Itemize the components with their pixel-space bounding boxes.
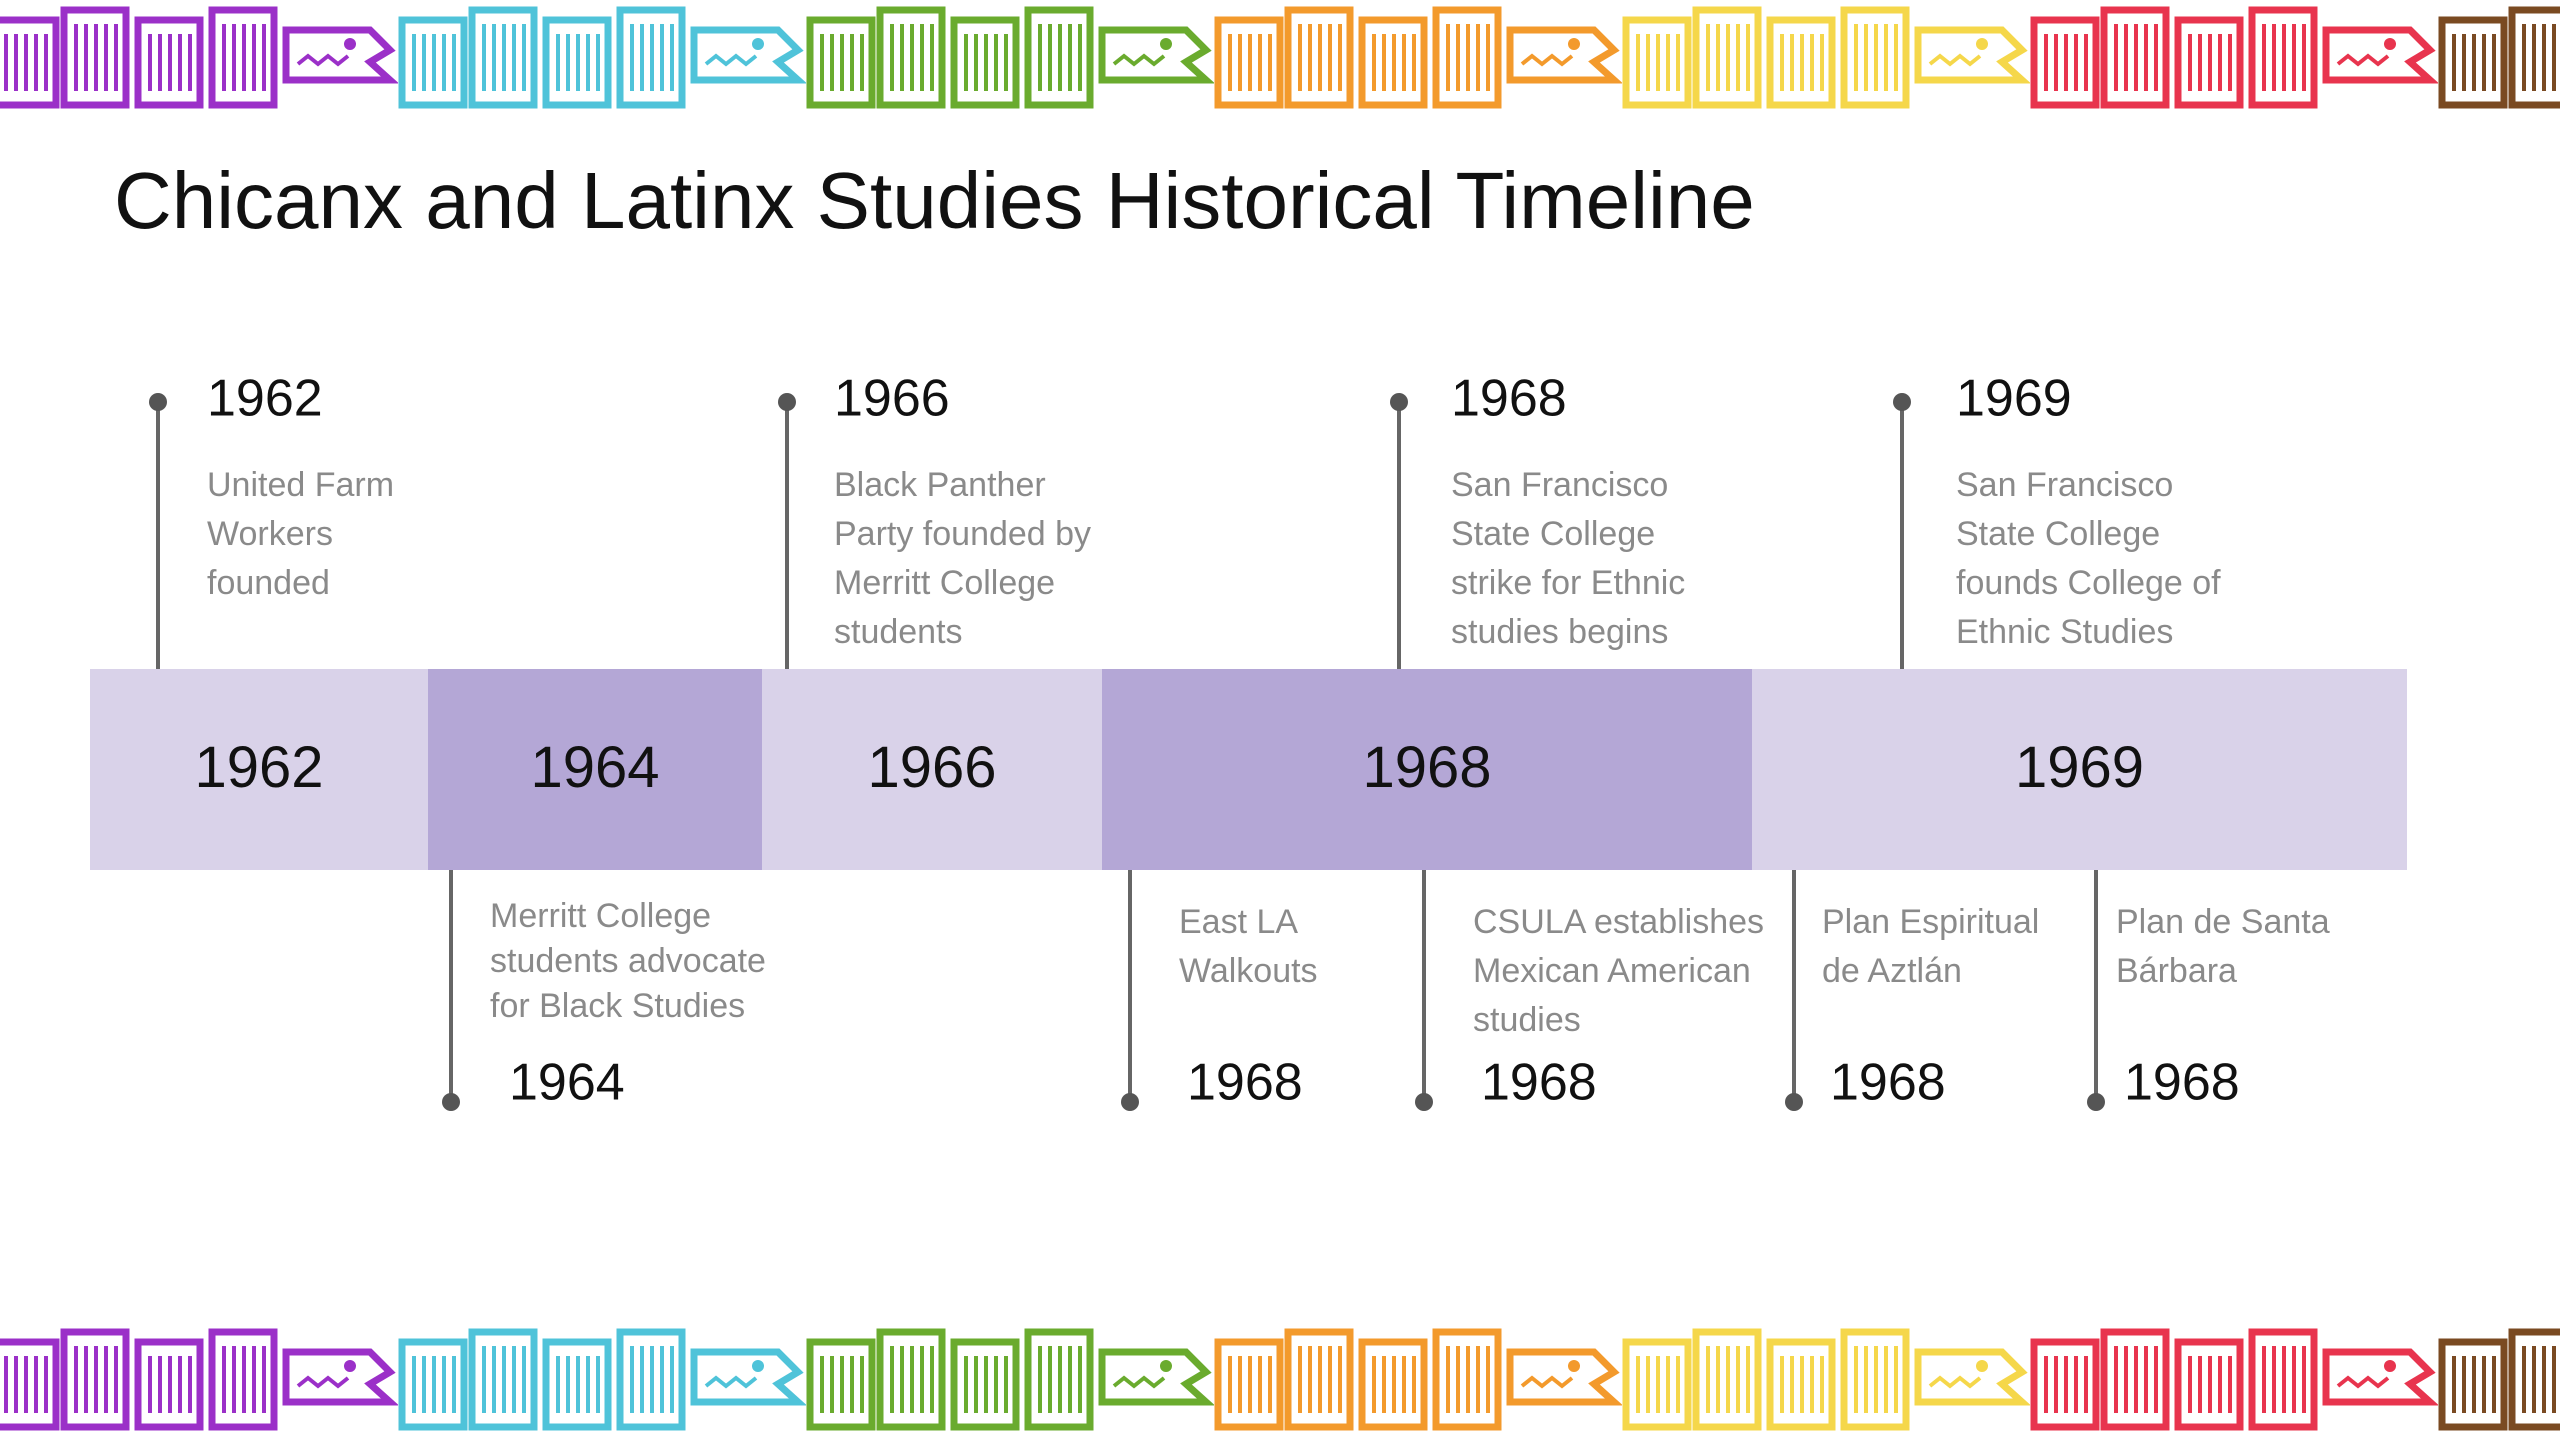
event-description: students bbox=[834, 613, 963, 651]
event-description: Workers bbox=[207, 515, 333, 553]
dot bbox=[442, 1093, 460, 1111]
dot bbox=[149, 393, 167, 411]
band-segment bbox=[1752, 669, 2407, 870]
dot bbox=[778, 393, 796, 411]
serpent bbox=[2442, 1332, 2560, 1427]
event-year: 1968 bbox=[2124, 1054, 2240, 1112]
event-description: State College bbox=[1451, 515, 1655, 553]
decorative-border-bottom bbox=[0, 1332, 2560, 1427]
event-description: Plan de Santa bbox=[2116, 903, 2330, 941]
serpent bbox=[0, 1332, 390, 1427]
event-description: East LA bbox=[1179, 903, 1298, 941]
event-year: 1969 bbox=[1956, 370, 2072, 428]
dot bbox=[1785, 1093, 1803, 1111]
event-description: Party founded by bbox=[834, 515, 1091, 553]
band-segment bbox=[1102, 669, 1752, 870]
event-description: students advocate bbox=[490, 942, 766, 980]
event-description: de Aztlán bbox=[1822, 952, 1962, 990]
serpent bbox=[1626, 1332, 2022, 1427]
event-year: 1966 bbox=[834, 370, 950, 428]
serpent bbox=[810, 1332, 1206, 1427]
event-description: San Francisco bbox=[1956, 466, 2173, 504]
event-description: Plan Espiritual bbox=[1822, 903, 2039, 941]
event-year: 1968 bbox=[1187, 1054, 1303, 1112]
band-label: 1966 bbox=[867, 735, 996, 800]
band-segment bbox=[762, 669, 1102, 870]
serpent bbox=[0, 10, 390, 105]
event-year: 1968 bbox=[1451, 370, 1567, 428]
serpent bbox=[1626, 10, 2022, 105]
dot bbox=[1415, 1093, 1433, 1111]
band-label: 1964 bbox=[530, 735, 659, 800]
event-year: 1964 bbox=[509, 1054, 625, 1112]
slide-title: Chicanx and Latinx Studies Historical Ti… bbox=[114, 156, 1755, 245]
event-year: 1968 bbox=[1481, 1054, 1597, 1112]
serpent bbox=[810, 10, 1206, 105]
timeline: 1962 1964 1966 1968 1969 1962 United Farm Worke… bbox=[90, 370, 2407, 1112]
event-description: studies bbox=[1473, 1001, 1581, 1039]
decorative-border-top bbox=[0, 10, 2560, 105]
event-description: for Black Studies bbox=[490, 987, 745, 1025]
dot bbox=[1893, 393, 1911, 411]
event-description: studies begins bbox=[1451, 613, 1668, 651]
dot bbox=[1390, 393, 1408, 411]
event-description: CSULA establishes bbox=[1473, 903, 1764, 941]
dot bbox=[2087, 1093, 2105, 1111]
event-description: Bárbara bbox=[2116, 952, 2237, 990]
serpent bbox=[2442, 10, 2560, 105]
serpent bbox=[1218, 10, 1614, 105]
event-description: San Francisco bbox=[1451, 466, 1668, 504]
event-year: 1968 bbox=[1830, 1054, 1946, 1112]
event-description: Mexican American bbox=[1473, 952, 1751, 990]
band-segment bbox=[428, 669, 762, 870]
serpent bbox=[402, 1332, 798, 1427]
band-segment bbox=[90, 669, 428, 870]
band-label: 1968 bbox=[1362, 735, 1491, 800]
band-label: 1962 bbox=[194, 735, 323, 800]
event-description: founded bbox=[207, 564, 330, 602]
event-description: United Farm bbox=[207, 466, 394, 504]
dot bbox=[1121, 1093, 1139, 1111]
serpent bbox=[1218, 1332, 1614, 1427]
event-description: strike for Ethnic bbox=[1451, 564, 1685, 602]
band-label: 1969 bbox=[2015, 735, 2144, 800]
event-year: 1962 bbox=[207, 370, 323, 428]
serpent bbox=[2034, 1332, 2430, 1427]
event-description: State College bbox=[1956, 515, 2160, 553]
event-description: Merritt College bbox=[490, 897, 711, 935]
serpent bbox=[2034, 10, 2430, 105]
event-description: Merritt College bbox=[834, 564, 1055, 602]
event-description: Walkouts bbox=[1179, 952, 1318, 990]
event-description: Ethnic Studies bbox=[1956, 613, 2173, 651]
event-description: founds College of bbox=[1956, 564, 2221, 602]
serpent bbox=[402, 10, 798, 105]
event-description: Black Panther bbox=[834, 466, 1046, 504]
